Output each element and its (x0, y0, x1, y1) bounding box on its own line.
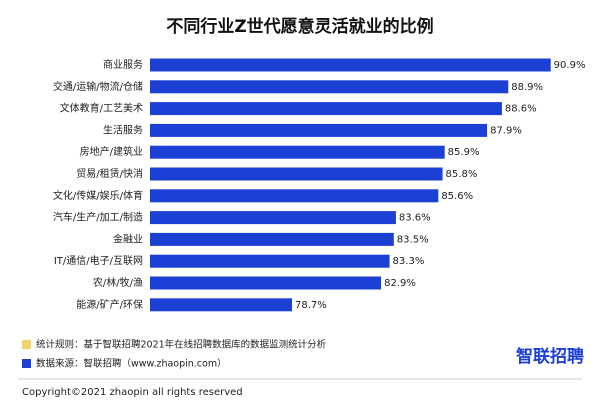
y-tick-label: 文体教育/工艺美术 (60, 102, 143, 115)
bar (150, 58, 551, 72)
y-tick-label: 汽车/生产/加工/制造 (53, 211, 143, 224)
y-tick-label: 金融业 (113, 232, 143, 245)
bar (150, 123, 488, 137)
bar (150, 167, 443, 181)
bar (150, 254, 390, 268)
y-tick-label: 生活服务 (103, 123, 143, 136)
bar (150, 298, 293, 312)
y-tick-label: 贸易/租赁/快消 (76, 167, 143, 180)
y-tick-label: 商业服务 (103, 58, 143, 71)
footnote-rule: 统计规则：基于智联招聘2021年在线招聘数据库的数据监测统计分析 (36, 339, 327, 351)
value-label: 82.9% (384, 278, 416, 289)
legend-icon (22, 340, 31, 349)
bar (150, 232, 394, 246)
footnote-source: 数据来源：智联招聘（www.zhaopin.com） (36, 358, 227, 370)
y-tick-label: 交通/运输/物流/仓储 (53, 80, 143, 93)
value-label: 78.7% (295, 300, 327, 311)
logo: 智联招聘 (516, 346, 584, 367)
legend-icon (22, 359, 31, 368)
value-label: 83.3% (393, 256, 425, 267)
bar (150, 102, 502, 116)
bar (150, 189, 439, 203)
value-label: 87.9% (490, 125, 522, 136)
value-label: 85.9% (448, 147, 480, 158)
value-label: 83.6% (399, 213, 431, 224)
value-label: 85.6% (441, 191, 473, 202)
value-label: 85.8% (446, 169, 478, 180)
value-label: 88.6% (505, 104, 537, 115)
bar (150, 211, 396, 225)
y-tick-label: 能源/矿产/环保 (76, 298, 143, 311)
value-label: 90.9% (554, 60, 586, 71)
bar (150, 276, 382, 290)
y-tick-label: 文化/传媒/娱乐/体育 (53, 189, 143, 202)
copyright: Copyright©2021 zhaopin all rights reserv… (22, 387, 243, 398)
bar (150, 145, 445, 159)
bar (150, 80, 509, 94)
y-tick-label: 房地产/建筑业 (80, 145, 143, 158)
y-tick-label: IT/通信/电子/互联网 (54, 254, 143, 267)
chart-title: 不同行业Z世代愿意灵活就业的比例 (166, 16, 433, 37)
value-label: 88.9% (511, 82, 543, 93)
y-tick-label: 农/林/牧/渔 (93, 276, 143, 289)
value-label: 83.5% (397, 234, 429, 245)
